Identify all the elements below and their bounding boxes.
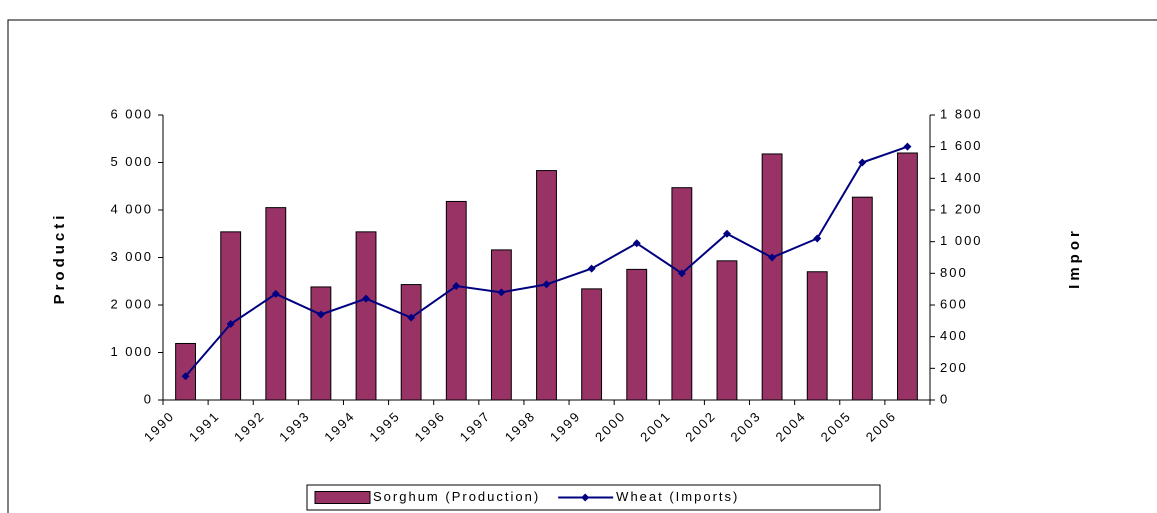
bar [265,207,287,401]
bar [671,187,693,401]
bar [626,268,648,401]
y2-tick-label: 800 [940,265,968,280]
x-tick-label: 2006 [863,408,900,445]
y2-tick-label: 1 400 [940,170,983,185]
line-marker [542,280,551,289]
x-tick-label: 2003 [727,408,764,445]
bar [220,231,242,401]
line-marker [497,288,506,297]
line-marker [632,239,641,248]
line-marker [271,289,280,298]
bar [400,284,422,401]
bar [355,231,377,401]
x-tick-label: 1994 [321,408,358,445]
bar [581,288,603,401]
y-tick-label: 2 000 [110,296,153,311]
bar [310,286,332,401]
x-tick-label: 1997 [457,408,494,445]
line-marker [226,320,235,328]
line-marker [587,264,596,273]
legend-label: Wheat (Imports) [616,489,739,504]
x-tick-label: 2005 [818,408,855,445]
y2-tick-label: 600 [940,296,968,311]
y-tick-label: 6 000 [110,106,153,121]
x-tick-label: 2002 [682,408,719,445]
x-tick-label: 1993 [276,408,313,445]
line-marker [181,372,190,381]
y-tick-label: 1 000 [110,344,153,359]
line-marker [452,282,461,290]
x-tick-label: 1999 [547,408,584,445]
y2-tick-label: 1 200 [940,201,983,216]
x-tick-label: 1991 [186,408,223,445]
y-tick-label: 4 000 [110,201,153,216]
x-tick-label: 1998 [502,408,539,445]
legend-label: Sorghum (Production) [373,489,540,504]
x-tick-label: 1990 [141,408,178,445]
bar [761,153,783,401]
y2-tick-label: 200 [940,360,968,375]
line-marker [768,253,777,262]
line-marker [903,142,912,151]
x-tick-label: 1996 [412,408,449,445]
x-tick-label: 1992 [231,408,268,445]
y2-axis-title: Impor [1066,227,1083,289]
bar [806,271,828,401]
x-tick-label: 2004 [772,408,809,445]
y-tick-label: 3 000 [110,249,153,264]
y-tick-label: 5 000 [110,154,153,169]
y-axis-title: Producti [51,212,68,305]
bar [445,200,467,401]
bar [490,249,512,401]
line-marker [722,229,731,238]
line-marker [858,158,867,167]
y2-tick-label: 1 600 [940,138,983,153]
chart-frame [7,19,1157,513]
bar [175,342,196,401]
bar [716,260,738,401]
line-marker [362,294,371,303]
y2-tick-label: 1 000 [940,233,983,248]
x-tick-label: 1995 [366,408,403,445]
y2-tick-label: 0 [940,391,949,406]
line-marker [316,310,325,319]
bar [897,152,918,401]
line-marker [407,313,416,322]
line-marker [677,269,686,278]
legend-swatch [314,491,371,504]
bar [851,196,873,401]
legend-swatch [581,493,590,502]
x-tick-label: 2000 [592,408,629,445]
y2-tick-label: 400 [940,328,968,343]
line-marker [813,234,822,243]
y2-tick-label: 1 800 [940,106,983,121]
y-tick-label: 0 [144,391,153,406]
x-tick-label: 2001 [637,408,674,445]
